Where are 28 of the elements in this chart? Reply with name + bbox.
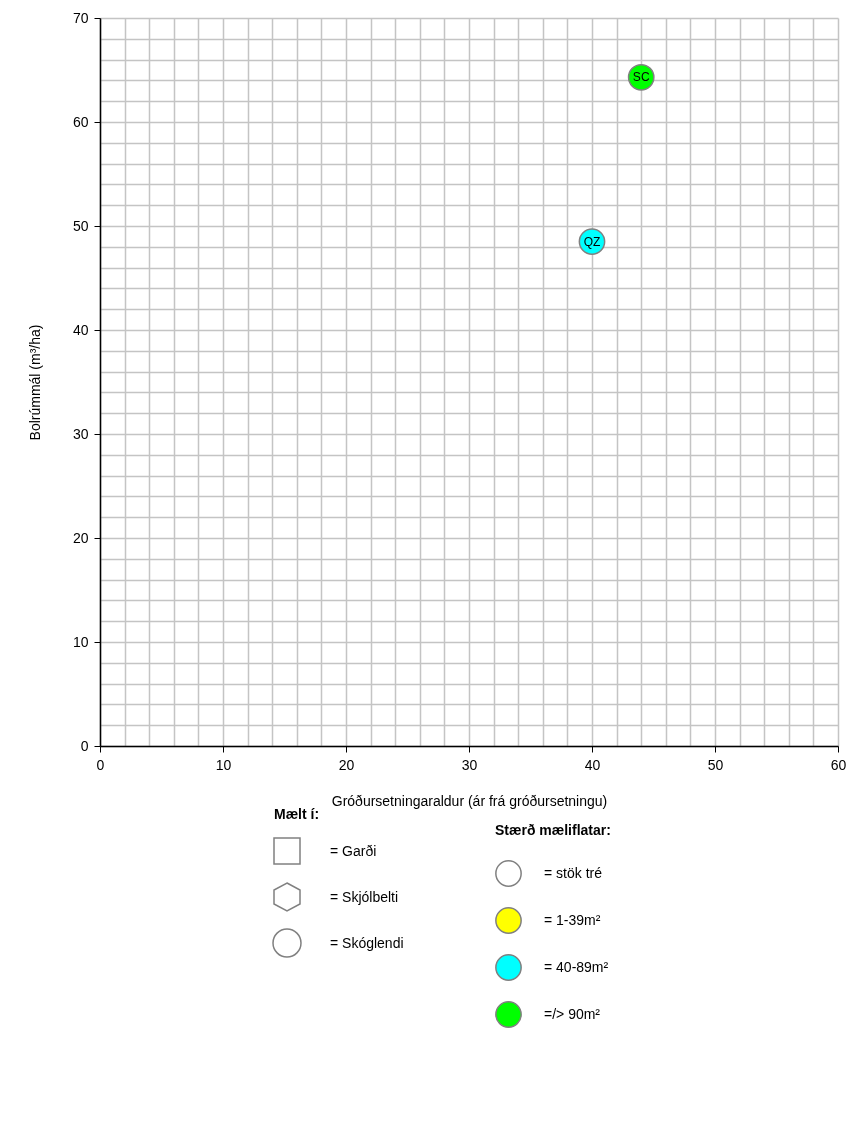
y-tick-label: 50 (72, 217, 89, 234)
legend-label: = 40-89m² (544, 958, 609, 975)
x-tick-label: 50 (707, 756, 724, 773)
y-tick-label: 30 (72, 425, 89, 442)
x-axis-title: Gróðursetningaraldur (ár frá gróðursetningu) (331, 792, 608, 809)
y-axis-title: Bolrúmmál (m³/ha) (26, 324, 43, 441)
x-tick-label: 30 (461, 756, 478, 773)
y-tick-label: 70 (72, 9, 89, 26)
x-tick-label: 20 (338, 756, 355, 773)
text: = Skjólbelti (330, 889, 399, 905)
x-tick-label: 0 (96, 756, 105, 773)
y-tick-label: 10 (72, 633, 89, 650)
y-tick-label: 60 (72, 113, 89, 130)
legend-label: =/> 90m² (544, 1005, 601, 1022)
annotation: SC (632, 70, 650, 85)
legend-title: Stærð mæliflatar: (495, 822, 611, 838)
legend-label: = stök tré (544, 864, 603, 881)
legend-label: = 1-39m² (544, 911, 601, 928)
x-tick-label: 60 (830, 756, 847, 773)
text: = Garði (330, 843, 377, 859)
y-tick-label: 0 (80, 737, 89, 754)
annotation: QZ (583, 234, 601, 249)
text: Mælt í: (274, 806, 320, 822)
y-tick-label: 20 (72, 529, 89, 546)
x-tick-label: 40 (584, 756, 601, 773)
text: = Skóglendi (330, 935, 404, 951)
y-tick-label: 40 (72, 321, 89, 338)
x-tick-label: 10 (215, 756, 232, 773)
